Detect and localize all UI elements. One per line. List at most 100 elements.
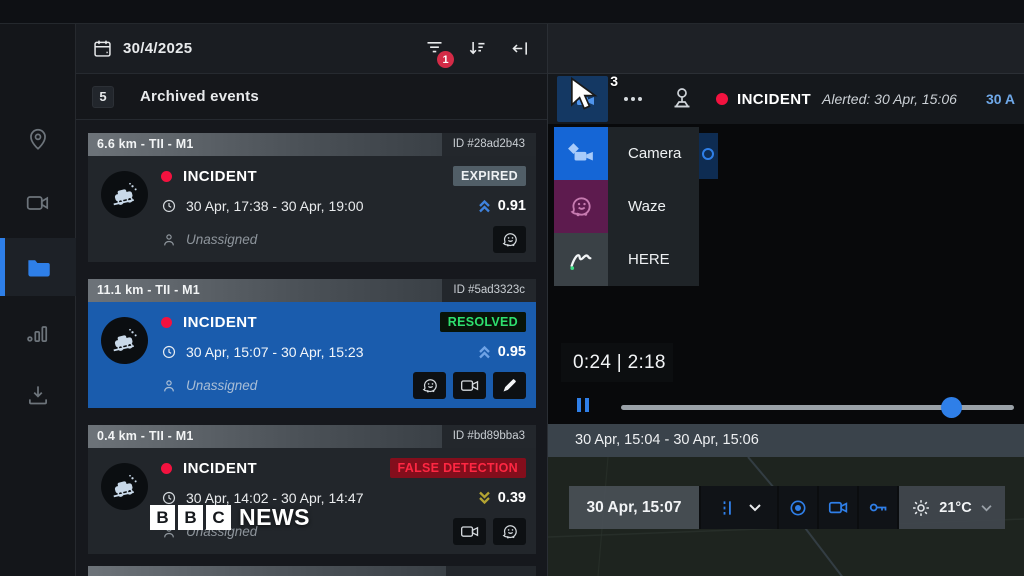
record-circle-icon <box>790 500 806 515</box>
pause-button[interactable] <box>577 398 591 412</box>
map-toolbar: 30 Apr, 15:07 21°C <box>569 486 1005 529</box>
waze-icon[interactable] <box>493 226 526 253</box>
status-badge: FALSE DETECTION <box>389 458 526 478</box>
incident-card[interactable]: 0.4 km - TII - M1 ID #bd89bba3 INCIDENT … <box>88 425 536 554</box>
video-overlay-button[interactable] <box>697 133 718 179</box>
menu-icon-column <box>554 127 608 286</box>
selected-date[interactable]: 30/4/2025 <box>123 40 193 57</box>
camera-count-badge: 3 <box>610 74 618 89</box>
card-main: INCIDENT RESOLVED 30 Apr, 15:07 - 30 Apr… <box>161 312 526 399</box>
seek-bar[interactable] <box>621 397 1014 418</box>
person-pin-icon[interactable] <box>670 86 694 112</box>
more-options-icon[interactable] <box>622 91 644 107</box>
incident-type-label: INCIDENT <box>737 90 812 108</box>
card-header-partial[interactable] <box>88 566 536 576</box>
incident-type-icon <box>101 463 148 510</box>
lane-layer-button[interactable] <box>701 486 779 529</box>
card-header: 6.6 km - TII - M1 ID #28ad2b43 <box>88 133 536 156</box>
top-bar <box>0 0 1024 24</box>
detection-layer-button[interactable] <box>779 486 819 529</box>
dashed-lines-icon <box>723 500 731 515</box>
collapse-panel-button[interactable] <box>510 38 531 59</box>
bbc-letter-box: B <box>150 505 175 530</box>
assignee-label: Unassigned <box>186 378 258 393</box>
weather-widget[interactable]: 21°C <box>899 486 1005 529</box>
filter-button[interactable]: 1 <box>424 38 454 68</box>
sidebar-item-analytics[interactable] <box>0 304 76 362</box>
incident-card[interactable]: 6.6 km - TII - M1 ID #28ad2b43 INCIDENT … <box>88 133 536 262</box>
here-menu-icon[interactable] <box>554 233 608 286</box>
waze-menu-icon[interactable] <box>554 180 608 233</box>
clock-icon <box>161 490 177 506</box>
event-list: 6.6 km - TII - M1 ID #28ad2b43 INCIDENT … <box>76 120 547 576</box>
incident-card[interactable]: 11.1 km - TII - M1 ID #5ad3323c INCIDENT… <box>88 279 536 408</box>
card-id: ID #28ad2b43 <box>441 133 536 156</box>
chevrons-up-icon <box>478 345 490 359</box>
menu-item-here[interactable]: HERE <box>628 251 670 268</box>
camera-menu-icon[interactable] <box>554 127 608 180</box>
assignee-label: Unassigned <box>186 524 258 539</box>
pen-icon[interactable] <box>493 372 526 399</box>
card-main: INCIDENT EXPIRED 30 Apr, 17:38 - 30 Apr,… <box>161 166 526 253</box>
camera-layer-icon <box>828 501 847 513</box>
download-icon <box>25 382 51 408</box>
archived-events-header: 5 Archived events <box>76 74 547 120</box>
incident-time-range: 30 Apr, 17:38 - 30 Apr, 19:00 <box>186 198 364 214</box>
confidence-score: 0.39 <box>477 490 526 506</box>
archived-events-title: Archived events <box>140 88 259 105</box>
chevron-down-icon <box>981 504 992 511</box>
menu-item-camera[interactable]: Camera <box>628 145 682 162</box>
smart-camera-icon <box>570 89 594 105</box>
status-badge: RESOLVED <box>439 312 526 332</box>
road-key-button[interactable] <box>859 486 899 529</box>
card-id: ID #bd89bba3 <box>441 425 536 448</box>
clip-time-range: 30 Apr, 15:04 - 30 Apr, 15:06 <box>548 424 1024 457</box>
incident-time-range: 30 Apr, 14:02 - 30 Apr, 14:47 <box>186 490 364 506</box>
chevrons-up-icon <box>478 199 490 213</box>
camera-action-icon[interactable] <box>453 372 486 399</box>
waze-icon[interactable] <box>493 518 526 545</box>
map-area[interactable]: 30 Apr, 15:07 21°C <box>548 457 1024 576</box>
player-thumb[interactable] <box>941 397 963 418</box>
card-location: 0.4 km - TII - M1 <box>88 425 442 448</box>
confidence-score: 0.95 <box>477 344 526 360</box>
sidebar-item-locations[interactable] <box>0 110 76 168</box>
incident-status-dot <box>161 170 172 182</box>
source-dropdown-menu: Camera Waze HERE <box>554 127 699 286</box>
calendar-icon[interactable] <box>92 38 113 59</box>
card-actions <box>446 518 526 545</box>
sidebar-item-archive[interactable] <box>0 238 76 296</box>
incident-type-label: INCIDENT <box>183 313 258 331</box>
card-body: INCIDENT FALSE DETECTION 30 Apr, 14:02 -… <box>88 448 536 554</box>
bbc-news-watermark: B B C NEWS <box>150 504 310 531</box>
status-badge: EXPIRED <box>453 166 526 186</box>
sun-icon <box>913 499 930 516</box>
source-camera-button[interactable]: 3 <box>557 74 618 122</box>
camera-action-icon[interactable] <box>453 518 486 545</box>
menu-item-waze[interactable]: Waze <box>628 198 666 215</box>
sidebar-item-cameras[interactable] <box>0 174 76 232</box>
clock-icon <box>161 198 177 214</box>
chevrons-down-icon <box>478 491 490 505</box>
map-timestamp[interactable]: 30 Apr, 15:07 <box>569 486 701 529</box>
card-location <box>88 566 446 576</box>
card-main: INCIDENT FALSE DETECTION 30 Apr, 14:02 -… <box>161 458 526 545</box>
confidence-score: 0.91 <box>477 198 526 214</box>
incident-type-icon <box>101 317 148 364</box>
incident-status-dot <box>716 93 728 105</box>
video-camera-icon <box>25 190 51 216</box>
chevron-down-icon <box>748 504 761 512</box>
incident-status-dot <box>161 462 172 474</box>
waze-icon[interactable] <box>413 372 446 399</box>
menu-label-column: Camera Waze HERE <box>608 127 699 286</box>
card-body: INCIDENT EXPIRED 30 Apr, 17:38 - 30 Apr,… <box>88 156 536 262</box>
camera-layer-button[interactable] <box>819 486 859 529</box>
key-icon <box>869 503 886 512</box>
sidebar-item-export[interactable] <box>0 366 76 424</box>
detail-header: 3 INCIDENT Alerted: 30 Apr, 15:06 30 A <box>548 74 1024 124</box>
filter-count-badge: 1 <box>437 51 454 68</box>
events-panel: 30/4/2025 1 5 Archived events 6.6 km - T… <box>76 24 547 576</box>
sort-button[interactable] <box>467 38 488 59</box>
incident-type-label: INCIDENT <box>183 167 258 185</box>
